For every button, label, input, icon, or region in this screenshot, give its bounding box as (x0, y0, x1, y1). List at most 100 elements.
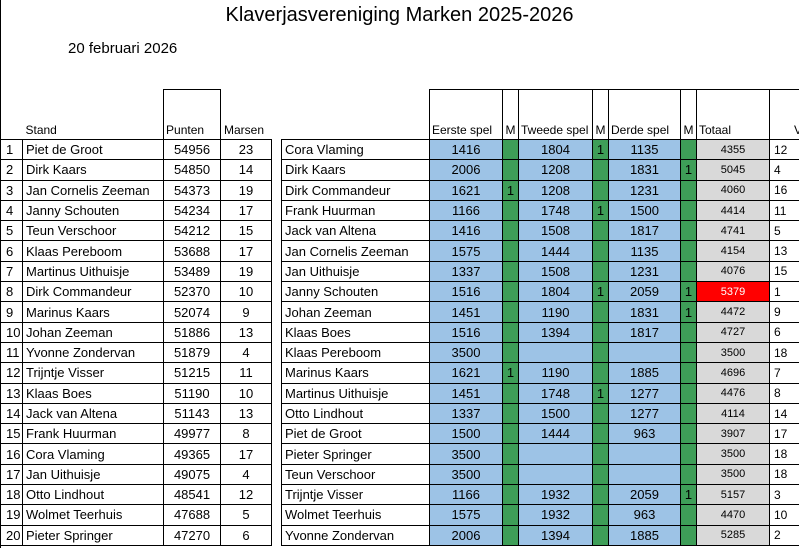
rank-cell: 9 (0, 301, 23, 323)
mars-3-cell (680, 220, 697, 242)
results-row: Otto Lindhout 1337 1500 1277 4114 14 (281, 402, 799, 425)
totaal-cell: 4414 (696, 199, 770, 222)
player-name-cell: Wolmet Teerhuis (21, 504, 165, 526)
mars-3-cell (680, 321, 697, 343)
player-name-cell: Piet de Groot (281, 423, 430, 445)
rank-of-night-cell: 18 (769, 443, 799, 465)
marsen-cell: 19 (220, 179, 273, 201)
mars-1-cell (502, 260, 519, 283)
eerste-spel-cell: 1575 (429, 240, 503, 262)
tweede-spel-cell: 1508 (518, 260, 593, 283)
eerste-spel-cell: 1621 (429, 362, 503, 384)
mars-3-cell (680, 524, 697, 546)
eerste-spel-cell: 1337 (429, 402, 503, 425)
results-row: Jack van Altena 1416 1508 1817 4741 5 (281, 220, 799, 242)
rank-cell: 16 (0, 443, 23, 465)
mars-2-cell (592, 179, 609, 201)
marsen-cell: 9 (220, 301, 273, 323)
eerste-spel-cell: 1166 (429, 199, 503, 222)
points-cell: 51215 (163, 362, 222, 384)
points-cell: 52074 (163, 301, 222, 323)
eerste-spel-cell: 1516 (429, 321, 503, 343)
standings-row: 10 Johan Zeeman 51886 13 (0, 321, 273, 343)
rank-cell: 8 (0, 281, 23, 303)
derde-spel-cell: 1231 (608, 260, 681, 283)
mars-3-cell (680, 260, 697, 283)
mars-1-cell: 1 (502, 362, 519, 384)
marsen-cell: 5 (220, 504, 273, 526)
derde-spel-cell: 1885 (608, 524, 681, 546)
eerste-spel-cell: 1416 (429, 220, 503, 242)
player-name-cell: Otto Lindhout (21, 484, 165, 506)
player-name-cell: Trijntje Visser (21, 362, 165, 384)
mars-3-cell (680, 423, 697, 445)
mars-3-cell: 1 (680, 301, 697, 323)
points-cell: 53688 (163, 240, 222, 262)
points-cell: 49075 (163, 463, 222, 486)
tweede-spel-cell: 1394 (518, 321, 593, 343)
totaal-cell: 3500 (696, 341, 770, 364)
rank-of-night-cell: 18 (769, 341, 799, 364)
mars-1-cell (502, 220, 519, 242)
results-header-row: Eerste spel M Tweede spel M Derde spel M… (281, 89, 799, 140)
derde-spel-cell: 1231 (608, 179, 681, 201)
mars-1-cell (502, 240, 519, 262)
results-row: Dirk Kaars 2006 1208 1831 1 5045 4 (281, 159, 799, 181)
eerste-spel-cell: 1337 (429, 260, 503, 283)
results-row: Wolmet Teerhuis 1575 1932 963 4470 10 (281, 504, 799, 526)
points-cell: 54956 (163, 138, 222, 161)
totaal-cell: 4696 (696, 362, 770, 384)
marsen-cell: 17 (220, 199, 273, 222)
mars-2-cell (592, 159, 609, 181)
totaal-cell: 4076 (696, 260, 770, 283)
totaal-cell: 4114 (696, 402, 770, 425)
eerste-spel-cell: 3500 (429, 463, 503, 486)
rank-cell: 13 (0, 382, 23, 404)
player-name-cell: Cora Vlaming (21, 443, 165, 465)
totaal-cell: 3907 (696, 423, 770, 445)
totaal-cell: 5285 (696, 524, 770, 546)
derde-spel-cell (608, 341, 681, 364)
mars-1-cell (502, 463, 519, 486)
totaal-cell: 4476 (696, 382, 770, 404)
mars-1-cell (502, 504, 519, 526)
standings-row: 12 Trijntje Visser 51215 11 (0, 362, 273, 384)
eerste-spel-cell: 1621 (429, 179, 503, 201)
date-label: 20 februari 2026 (68, 40, 178, 57)
eerste-spel-cell: 1516 (429, 281, 503, 303)
marsen-header: Marsen (220, 89, 272, 140)
points-cell: 54212 (163, 220, 222, 242)
rank-cell: 5 (0, 220, 23, 242)
derde-spel-cell: 1831 (608, 159, 681, 181)
totaal-cell: 4741 (696, 220, 770, 242)
rank-of-night-cell: 7 (769, 362, 799, 384)
player-name-cell: Yvonne Zondervan (21, 341, 165, 364)
rank-cell: 12 (0, 362, 23, 384)
points-cell: 54234 (163, 199, 222, 222)
tweede-spel-cell: 1508 (518, 220, 593, 242)
standings-row: 2 Dirk Kaars 54850 14 (0, 159, 273, 181)
mars-2-cell: 1 (592, 382, 609, 404)
rank-of-night-cell: 3 (769, 484, 799, 506)
derde-spel-cell: 1817 (608, 321, 681, 343)
tweede-spel-cell: 1804 (518, 138, 593, 161)
player-name-cell: Jack van Altena (281, 220, 430, 242)
standings-row: 9 Marinus Kaars 52074 9 (0, 301, 273, 323)
rank-of-night-cell: 1 (769, 281, 799, 303)
mars-1-cell: 1 (502, 179, 519, 201)
eerste-spel-cell: 2006 (429, 524, 503, 546)
eerste-spel-cell: 1500 (429, 423, 503, 445)
tweede-spel-cell: 1208 (518, 159, 593, 181)
mars-1-cell (502, 443, 519, 465)
marsen-cell: 12 (220, 484, 273, 506)
tweede-spel-header: Tweede spel (518, 89, 593, 140)
derde-spel-cell: 963 (608, 504, 681, 526)
derde-spel-cell: 1831 (608, 301, 681, 323)
derde-spel-cell: 1277 (608, 382, 681, 404)
marsen-cell: 10 (220, 281, 273, 303)
mars-3-cell: 1 (680, 484, 697, 506)
derde-spel-cell: 1277 (608, 402, 681, 425)
results-row: Jan Uithuisje 1337 1508 1231 4076 15 (281, 260, 799, 283)
rank-cell: 10 (0, 321, 23, 343)
player-name-cell: Johan Zeeman (281, 301, 430, 323)
